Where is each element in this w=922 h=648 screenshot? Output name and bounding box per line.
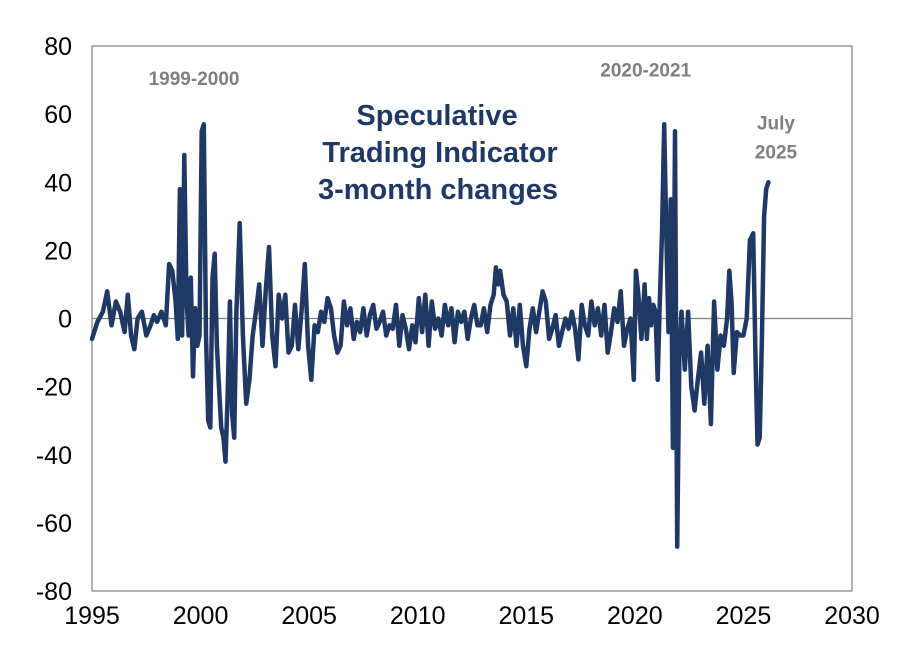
x-tick-label: 1995 xyxy=(64,602,120,630)
y-tick-label: -40 xyxy=(36,442,72,470)
y-axis-tick-labels: 80 60 40 20 0 -20 -40 -60 -80 xyxy=(36,33,72,606)
x-tick-label: 2000 xyxy=(173,602,229,630)
x-tick-label: 2010 xyxy=(390,602,446,630)
annotation-label: 1999-2000 xyxy=(149,69,240,90)
y-tick-label: -80 xyxy=(36,578,72,606)
annotation-label: 2020-2021 xyxy=(600,61,691,82)
x-tick-label: 2025 xyxy=(716,602,772,630)
y-tick-label: -60 xyxy=(36,510,72,538)
y-tick-label: 40 xyxy=(44,169,72,197)
y-tick-label: 80 xyxy=(44,33,72,61)
y-tick-label: 60 xyxy=(44,101,72,129)
annotation-label: July xyxy=(757,113,795,134)
chart-title-line-2: Trading Indicator xyxy=(322,137,557,169)
y-tick-label: -20 xyxy=(36,374,72,402)
series-line xyxy=(89,122,771,549)
y-tick-label: 20 xyxy=(44,237,72,265)
chart-title-line-1: Speculative xyxy=(356,100,517,132)
x-tick-label: 2005 xyxy=(281,602,337,630)
y-tick-label: 0 xyxy=(58,306,72,334)
x-tick-label: 2020 xyxy=(607,602,663,630)
x-axis-tick-labels: 1995 2000 2005 2010 2015 2020 2025 2030 xyxy=(64,602,880,630)
annotation-label: 2025 xyxy=(755,142,798,163)
x-tick-label: 2015 xyxy=(498,602,554,630)
annotations: 1999-2000 2020-2021 July 2025 xyxy=(149,61,798,164)
x-tick-label: 2030 xyxy=(824,602,880,630)
chart-title-line-3: 3-month changes xyxy=(318,174,558,206)
